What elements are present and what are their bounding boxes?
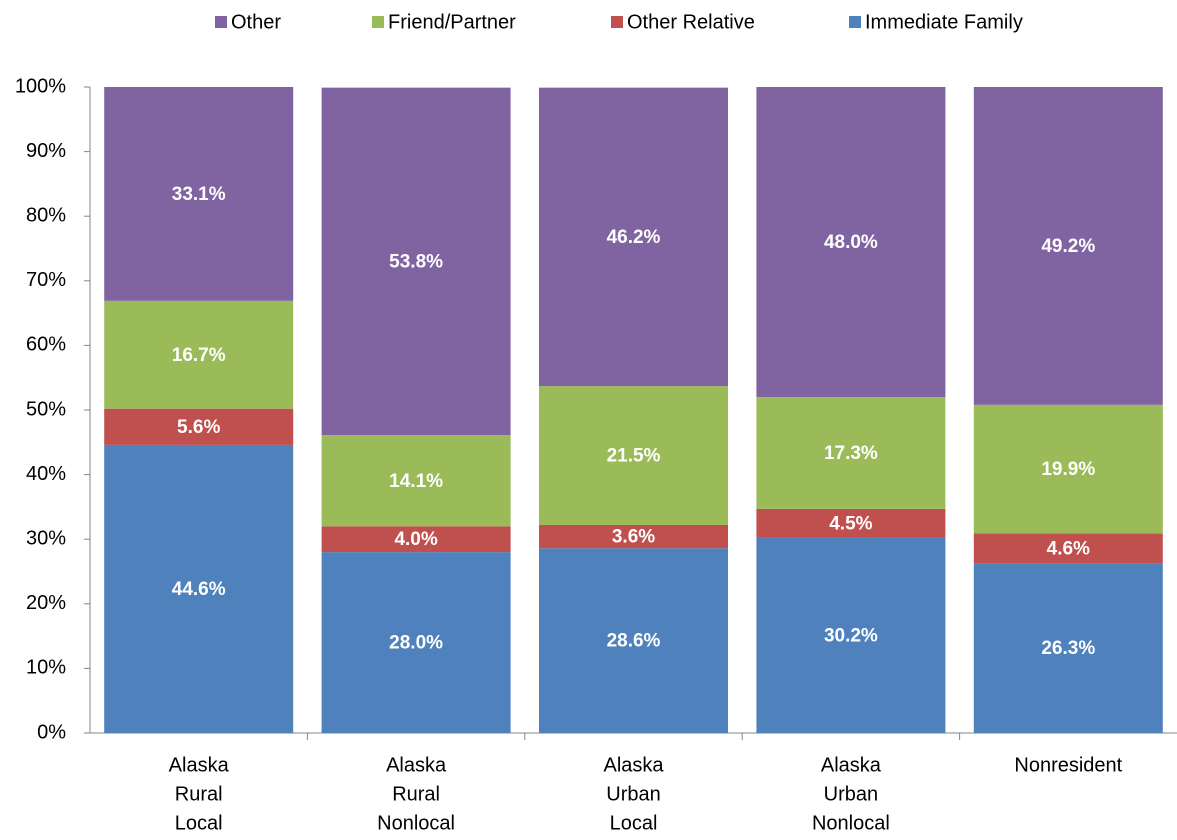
y-tick-label: 60% bbox=[26, 334, 66, 356]
bar-segment bbox=[104, 87, 294, 301]
value-label: 33.1% bbox=[172, 184, 226, 205]
bar-segment bbox=[321, 526, 511, 553]
legend-swatch bbox=[215, 16, 227, 28]
legend-label: Immediate Family bbox=[865, 11, 1023, 33]
bar-segment bbox=[539, 386, 728, 525]
bar-segment bbox=[539, 87, 728, 387]
legend-swatch bbox=[611, 16, 623, 28]
x-tick-label: Urban bbox=[606, 783, 660, 805]
y-tick-label: 0% bbox=[37, 721, 66, 743]
bar-segment bbox=[973, 563, 1163, 733]
y-tick-label: 80% bbox=[26, 204, 66, 226]
bar-segment bbox=[539, 524, 728, 549]
x-tick-label: Rural bbox=[175, 783, 223, 805]
x-tick-label: Rural bbox=[392, 783, 440, 805]
bar-segment bbox=[756, 537, 946, 733]
x-tick-label: Local bbox=[610, 812, 658, 834]
y-tick-label: 40% bbox=[26, 463, 66, 485]
value-label: 16.7% bbox=[172, 345, 226, 366]
value-label: 30.2% bbox=[824, 625, 878, 646]
bar-segment bbox=[104, 300, 294, 409]
legend-swatch bbox=[849, 16, 861, 28]
value-label: 17.3% bbox=[824, 443, 878, 464]
value-label: 19.9% bbox=[1041, 459, 1095, 480]
legend-label: Other bbox=[231, 11, 281, 33]
y-tick-label: 50% bbox=[26, 398, 66, 420]
y-tick-label: 10% bbox=[26, 657, 66, 679]
x-tick-label: Alaska bbox=[821, 754, 882, 776]
y-tick-label: 20% bbox=[26, 592, 66, 614]
y-tick-label: 70% bbox=[26, 269, 66, 291]
bar-segment bbox=[321, 552, 511, 733]
legend-label: Other Relative bbox=[627, 11, 755, 33]
value-label: 21.5% bbox=[607, 446, 661, 467]
bar-segment bbox=[973, 87, 1163, 405]
bar-segment bbox=[973, 404, 1163, 534]
x-tick-label: Local bbox=[175, 812, 223, 834]
y-tick-label: 100% bbox=[15, 75, 66, 97]
bar-segment bbox=[973, 533, 1163, 564]
x-tick-label: Nonlocal bbox=[812, 812, 890, 834]
legend-label: Friend/Partner bbox=[388, 11, 516, 33]
value-label: 5.6% bbox=[177, 417, 220, 438]
bar-segment bbox=[321, 435, 511, 527]
value-label: 4.6% bbox=[1047, 538, 1090, 559]
y-tick-label: 30% bbox=[26, 527, 66, 549]
x-tick-label: Nonlocal bbox=[377, 812, 455, 834]
value-label: 14.1% bbox=[389, 471, 443, 492]
bar-segment bbox=[756, 508, 946, 538]
value-label: 26.3% bbox=[1041, 638, 1095, 659]
bar-segment bbox=[756, 87, 946, 398]
x-tick-label: Urban bbox=[824, 783, 878, 805]
x-tick-label: Nonresident bbox=[1014, 754, 1122, 776]
value-label: 46.2% bbox=[607, 227, 661, 248]
value-label: 4.5% bbox=[829, 513, 872, 534]
bar-segment bbox=[104, 444, 294, 733]
value-label: 3.6% bbox=[612, 527, 655, 548]
x-tick-label: Alaska bbox=[169, 754, 230, 776]
bar-segment bbox=[104, 408, 294, 445]
value-label: 28.0% bbox=[389, 633, 443, 654]
bar-segment bbox=[539, 548, 728, 733]
bar-segment bbox=[756, 397, 946, 509]
value-label: 49.2% bbox=[1041, 236, 1095, 257]
bar-segment bbox=[321, 87, 511, 436]
value-label: 44.6% bbox=[172, 579, 226, 600]
value-label: 4.0% bbox=[394, 529, 437, 550]
y-tick-label: 90% bbox=[26, 140, 66, 162]
legend-swatch bbox=[372, 16, 384, 28]
x-tick-label: Alaska bbox=[603, 754, 664, 776]
value-label: 53.8% bbox=[389, 251, 443, 272]
x-tick-label: Alaska bbox=[386, 754, 447, 776]
value-label: 28.6% bbox=[607, 631, 661, 652]
value-label: 48.0% bbox=[824, 232, 878, 253]
